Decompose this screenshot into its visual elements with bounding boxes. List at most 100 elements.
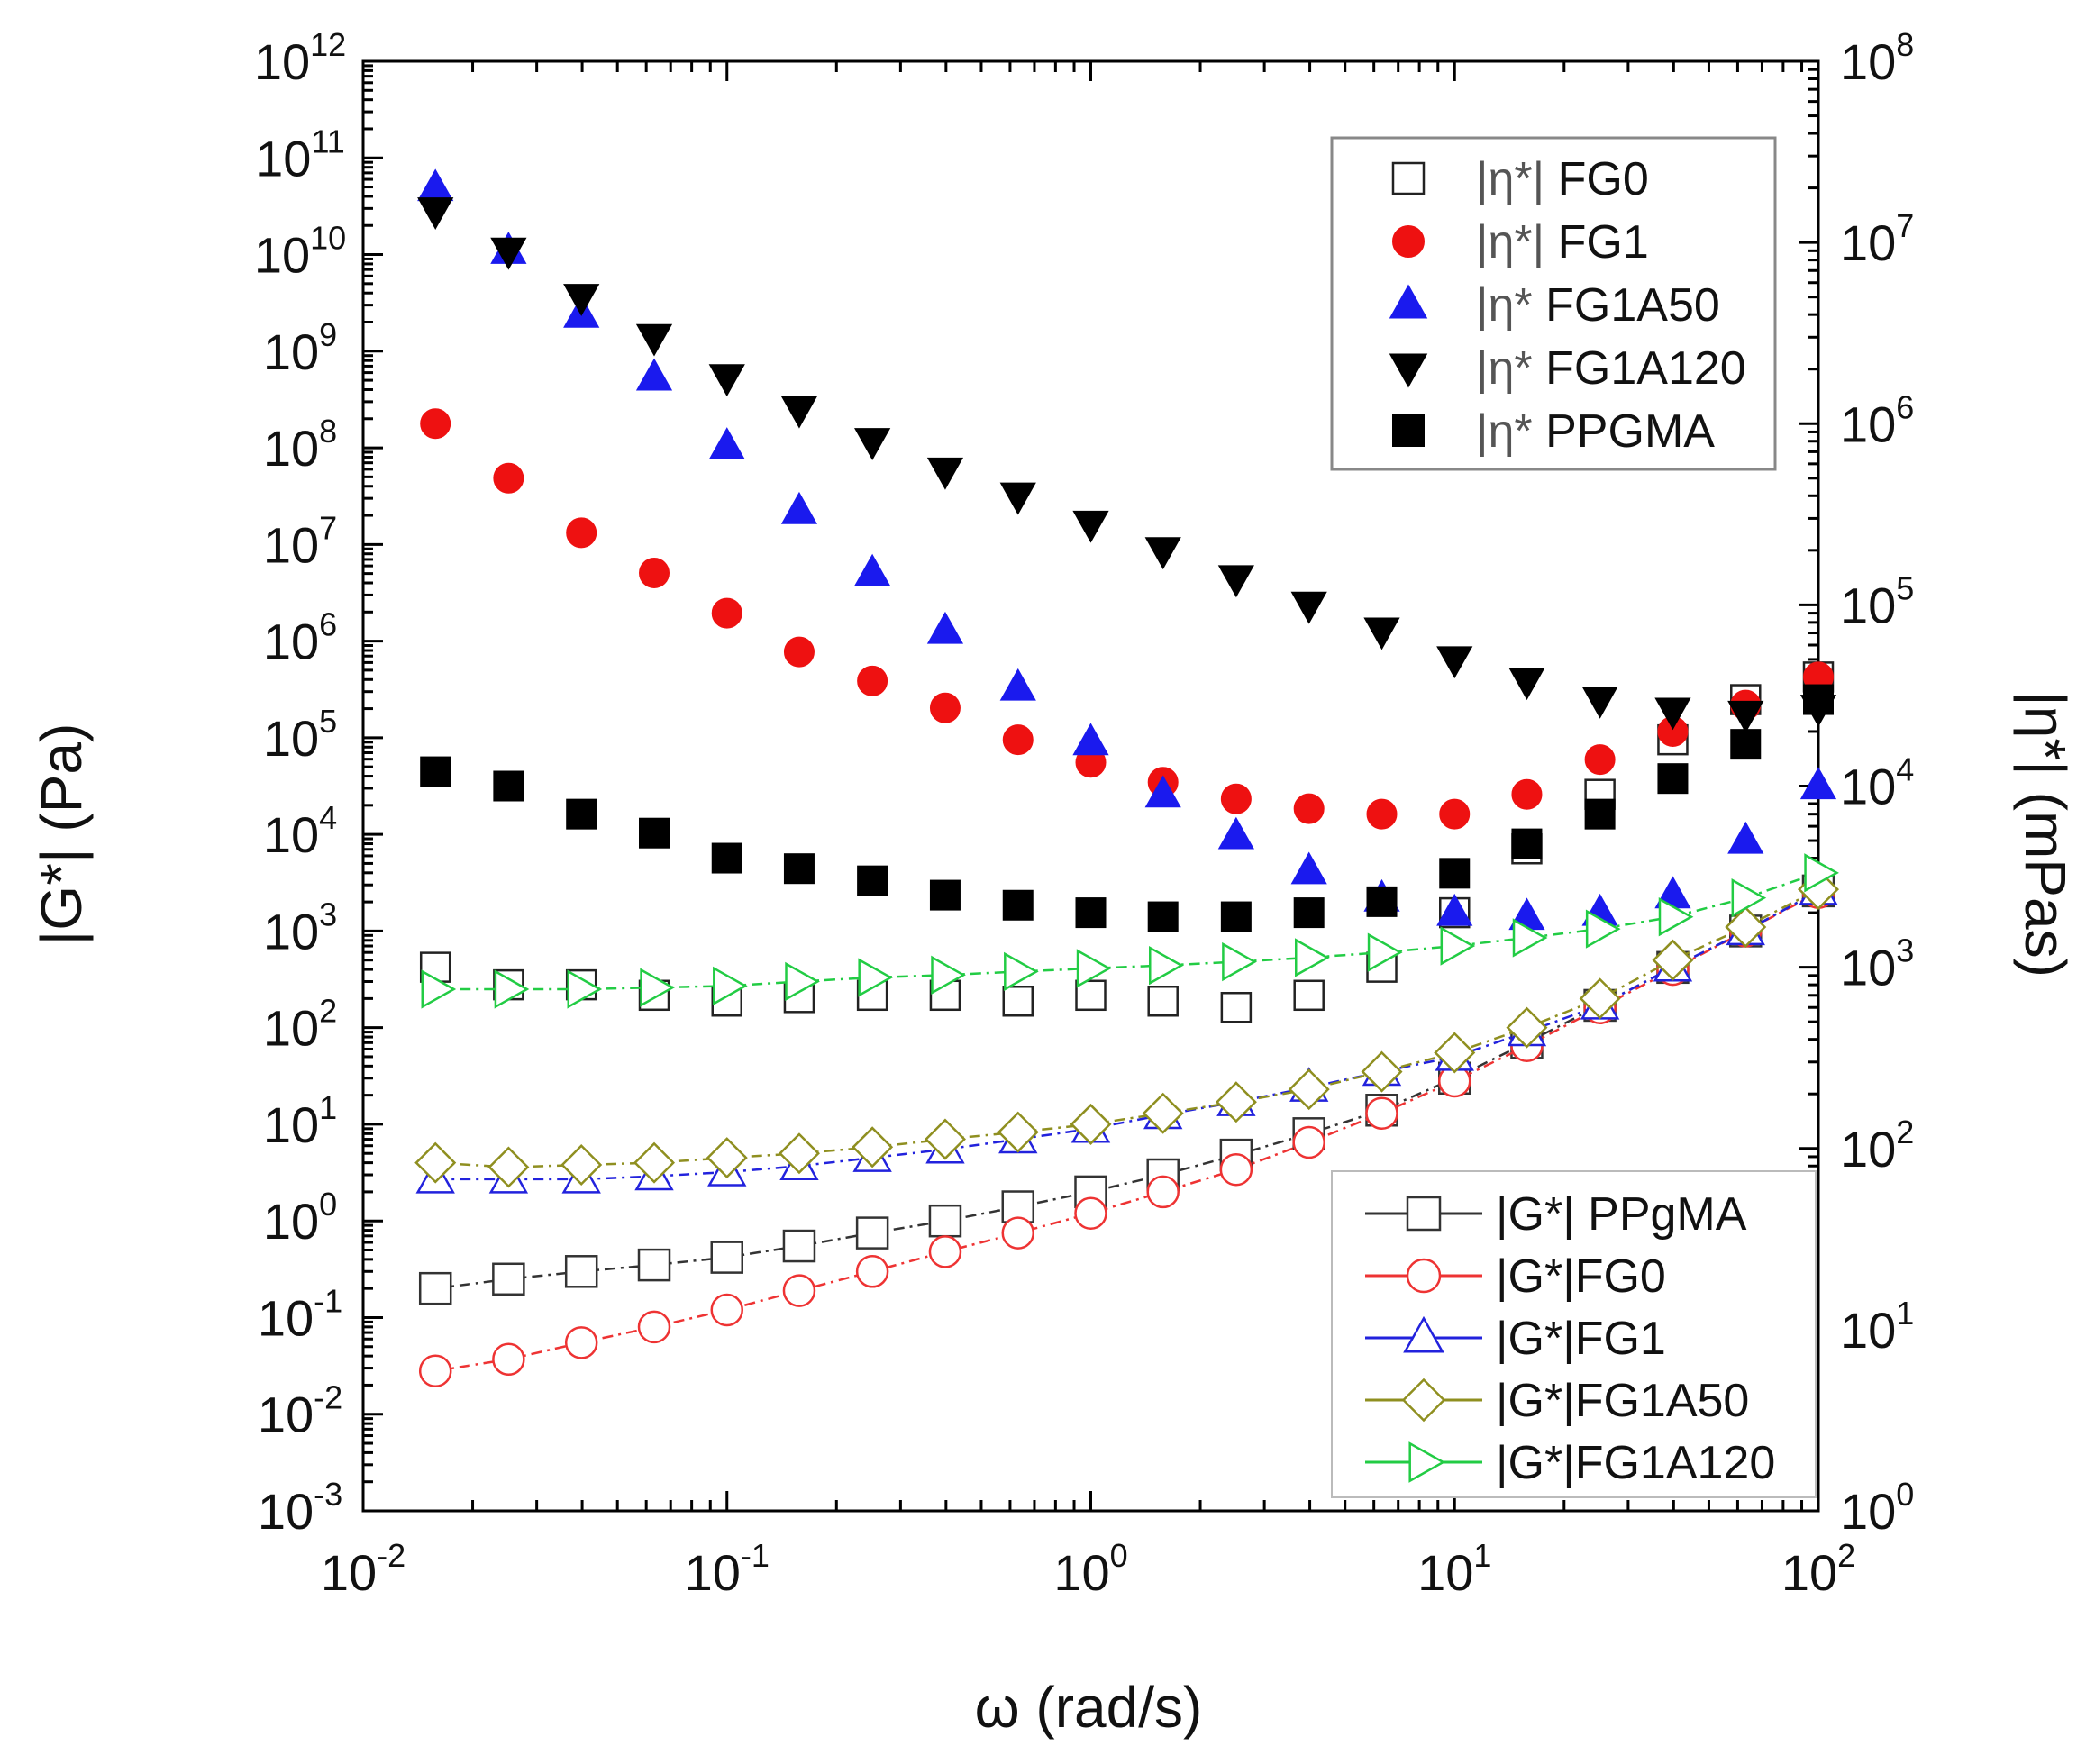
y2-axis-title: |η*| (mPas) bbox=[2013, 691, 2078, 977]
data-point bbox=[1072, 510, 1109, 543]
data-point bbox=[1727, 821, 1764, 854]
data-point bbox=[1440, 926, 1476, 966]
data-point bbox=[1727, 700, 1764, 733]
data-point bbox=[929, 692, 961, 723]
y2-tick-label: 102 bbox=[1840, 1114, 1914, 1178]
data-point bbox=[708, 364, 745, 397]
data-point bbox=[492, 1342, 525, 1377]
data-point bbox=[1290, 851, 1327, 885]
data-point bbox=[854, 553, 891, 586]
data-point bbox=[1219, 1152, 1253, 1187]
legend-label: |G*|FG0 bbox=[1496, 1250, 1666, 1303]
data-point bbox=[1215, 1081, 1257, 1123]
data-point bbox=[492, 1262, 525, 1296]
data-point bbox=[1363, 617, 1400, 650]
x-axis-title: ω (rad/s) bbox=[975, 1675, 1203, 1740]
data-point bbox=[1220, 901, 1252, 932]
data-point bbox=[1799, 767, 1837, 800]
series-9 bbox=[421, 853, 1839, 1009]
data-point bbox=[1001, 1216, 1035, 1250]
data-point bbox=[487, 1146, 530, 1188]
data-point bbox=[1072, 723, 1109, 756]
data-point bbox=[1288, 1068, 1330, 1111]
legend-marker bbox=[1391, 161, 1426, 195]
data-point bbox=[1144, 775, 1181, 808]
data-point bbox=[854, 428, 891, 460]
y-tick-label: 10-2 bbox=[258, 1379, 342, 1443]
data-point bbox=[926, 611, 964, 644]
legend-marker bbox=[1392, 225, 1425, 258]
data-point bbox=[1730, 729, 1762, 760]
data-point bbox=[414, 1141, 457, 1184]
data-point bbox=[1579, 977, 1621, 1020]
y2-tick-label: 107 bbox=[1840, 207, 1914, 271]
data-point bbox=[1654, 697, 1691, 731]
y2-tick-label: 101 bbox=[1840, 1295, 1914, 1359]
x-tick-label: 102 bbox=[1781, 1537, 1855, 1601]
data-point bbox=[785, 961, 820, 1002]
data-point bbox=[708, 427, 745, 459]
data-point bbox=[1149, 945, 1184, 986]
legend-label: |η* PPGMA bbox=[1476, 405, 1715, 458]
y-tick-label: 1012 bbox=[254, 26, 346, 90]
data-point bbox=[855, 1216, 889, 1250]
data-point bbox=[1804, 853, 1839, 893]
data-point bbox=[1361, 1050, 1403, 1093]
data-point bbox=[1293, 897, 1325, 929]
y-axis-title: |G*| (Pa) bbox=[29, 723, 94, 946]
data-point bbox=[1365, 1096, 1398, 1130]
data-point bbox=[490, 237, 527, 270]
data-point bbox=[635, 358, 673, 391]
data-point bbox=[1436, 893, 1473, 926]
data-point bbox=[1293, 979, 1325, 1012]
data-point bbox=[637, 1248, 671, 1282]
data-point bbox=[563, 284, 600, 316]
data-point bbox=[560, 1143, 603, 1187]
data-point bbox=[1146, 1175, 1180, 1209]
data-point bbox=[1074, 1196, 1107, 1230]
data-point bbox=[924, 1118, 966, 1160]
data-point bbox=[633, 1141, 676, 1184]
y2-tick-label: 108 bbox=[1840, 26, 1914, 90]
data-point bbox=[1004, 951, 1039, 992]
data-point bbox=[640, 968, 675, 1007]
data-point bbox=[1144, 537, 1181, 570]
series-1 bbox=[420, 408, 1834, 830]
data-point bbox=[713, 966, 748, 1006]
data-point bbox=[711, 842, 742, 874]
y-tick-label: 101 bbox=[263, 1089, 337, 1153]
data-point bbox=[567, 969, 603, 1009]
data-point bbox=[1803, 684, 1834, 715]
legend-label: |η*| FG1 bbox=[1476, 216, 1649, 268]
y-tick-label: 10-1 bbox=[258, 1282, 342, 1346]
legend-marker bbox=[1406, 1196, 1442, 1232]
data-point bbox=[1293, 793, 1325, 824]
legend-label: |G*|FG1 bbox=[1496, 1313, 1666, 1365]
data-point bbox=[780, 491, 818, 524]
data-point bbox=[1002, 889, 1034, 921]
y2-tick-labels: 100 101 102 103 104 105 106 107 108 bbox=[1840, 26, 1914, 1540]
legends: |η*| FG0 |η*| FG1 |η* FG1A50 |η* FG1A120 |η*… bbox=[1330, 136, 1817, 1498]
data-point bbox=[852, 1126, 894, 1168]
data-point bbox=[783, 636, 815, 668]
data-point bbox=[418, 1271, 452, 1305]
legend-marker bbox=[1392, 414, 1425, 447]
x-tick-label: 10-2 bbox=[321, 1537, 405, 1601]
legend-label: |η* FG1A120 bbox=[1476, 342, 1746, 395]
data-point bbox=[1584, 798, 1616, 830]
data-point bbox=[421, 969, 457, 1009]
legend-marker bbox=[1401, 1378, 1446, 1423]
data-point bbox=[1658, 897, 1694, 937]
series-7 bbox=[415, 869, 1838, 1194]
data-point bbox=[1506, 1006, 1548, 1049]
data-point bbox=[931, 955, 966, 995]
data-point bbox=[857, 865, 888, 896]
y-tick-label: 1011 bbox=[255, 123, 345, 186]
data-point bbox=[1222, 941, 1257, 982]
data-point bbox=[1508, 668, 1545, 701]
data-point bbox=[1075, 897, 1107, 929]
legend-label: |η*| FG0 bbox=[1476, 153, 1649, 205]
y-tick-label: 107 bbox=[263, 509, 337, 573]
data-point bbox=[639, 817, 670, 849]
